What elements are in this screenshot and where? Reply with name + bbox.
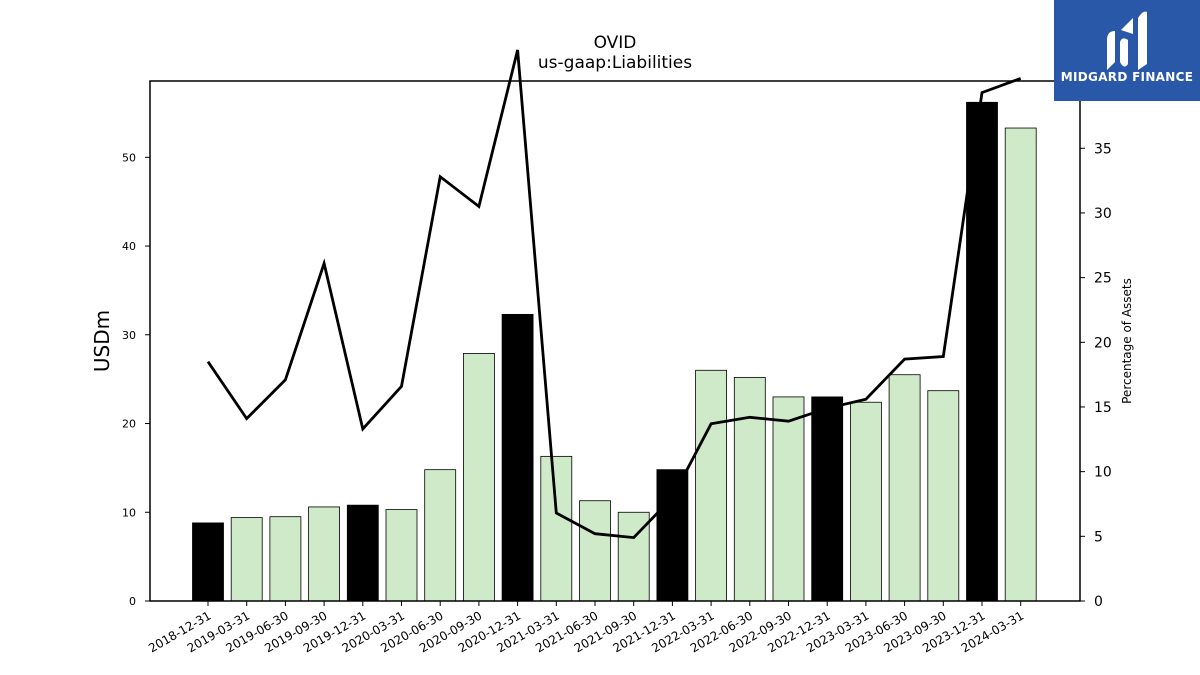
y-tick-label: 30: [122, 329, 136, 342]
y2-tick-label: 0: [1094, 594, 1103, 610]
bar-2021-03-31: [540, 455, 573, 602]
y-axis-label: USDm: [90, 310, 114, 372]
plot-frame: [149, 80, 1081, 602]
bar-2023-09-30: [927, 390, 960, 602]
y-tick-label: 50: [122, 151, 136, 164]
bar-2020-09-30: [462, 353, 495, 602]
y-tick-label: 20: [122, 418, 136, 431]
y-axis-right: 0510152025303540: [1080, 77, 1112, 610]
logo-text: MIDGARD FINANCE: [1061, 70, 1193, 84]
bar-2021-06-30: [579, 500, 611, 602]
y2-tick-label: 15: [1094, 400, 1112, 416]
y2-tick-label: 5: [1094, 529, 1103, 545]
bar-2020-12-31: [501, 313, 534, 602]
bar-2020-03-31: [385, 509, 418, 602]
line-group: [206, 49, 1022, 540]
bar-2023-12-31: [966, 101, 998, 602]
bar-2019-09-30: [308, 506, 341, 602]
logo-box: MIDGARD FINANCE: [1054, 0, 1200, 101]
percentage-line: [206, 49, 1022, 540]
y2-tick-label: 20: [1094, 335, 1112, 351]
x-axis: 2018-12-312019-03-312019-06-302019-09-30…: [146, 601, 1026, 655]
y2-tick-label: 10: [1094, 465, 1112, 481]
logo-mark-icon: [1107, 11, 1147, 71]
bar-2022-09-30: [772, 396, 805, 602]
y-tick-label: 0: [129, 595, 136, 608]
bar-2022-03-31: [695, 369, 727, 602]
chart-title: OVID: [594, 33, 637, 53]
chart-subtitle: us-gaap:Liabilities: [538, 53, 692, 73]
bar-2023-06-30: [888, 374, 921, 602]
bar-2019-03-31: [230, 517, 263, 602]
y2-axis-label: Percentage of Assets: [1120, 278, 1134, 404]
y-axis-left: 0 10 20 30 40 50: [122, 151, 150, 608]
bar-2019-12-31: [346, 504, 379, 602]
bars-group: [192, 101, 1037, 602]
bar-2018-12-31: [192, 522, 224, 602]
y-tick-label: 40: [122, 240, 136, 253]
bar-2024-03-31: [1004, 127, 1037, 602]
bar-2022-06-30: [733, 376, 766, 602]
y2-tick-label: 30: [1094, 206, 1112, 222]
bar-2021-12-31: [656, 469, 689, 602]
bar-2022-12-31: [811, 396, 844, 602]
y2-tick-label: 35: [1094, 141, 1112, 157]
bar-2020-06-30: [424, 469, 457, 602]
bar-2023-03-31: [850, 401, 882, 602]
y2-tick-label: 25: [1094, 271, 1112, 287]
y-tick-label: 10: [122, 506, 136, 519]
bar-2019-06-30: [269, 516, 302, 602]
